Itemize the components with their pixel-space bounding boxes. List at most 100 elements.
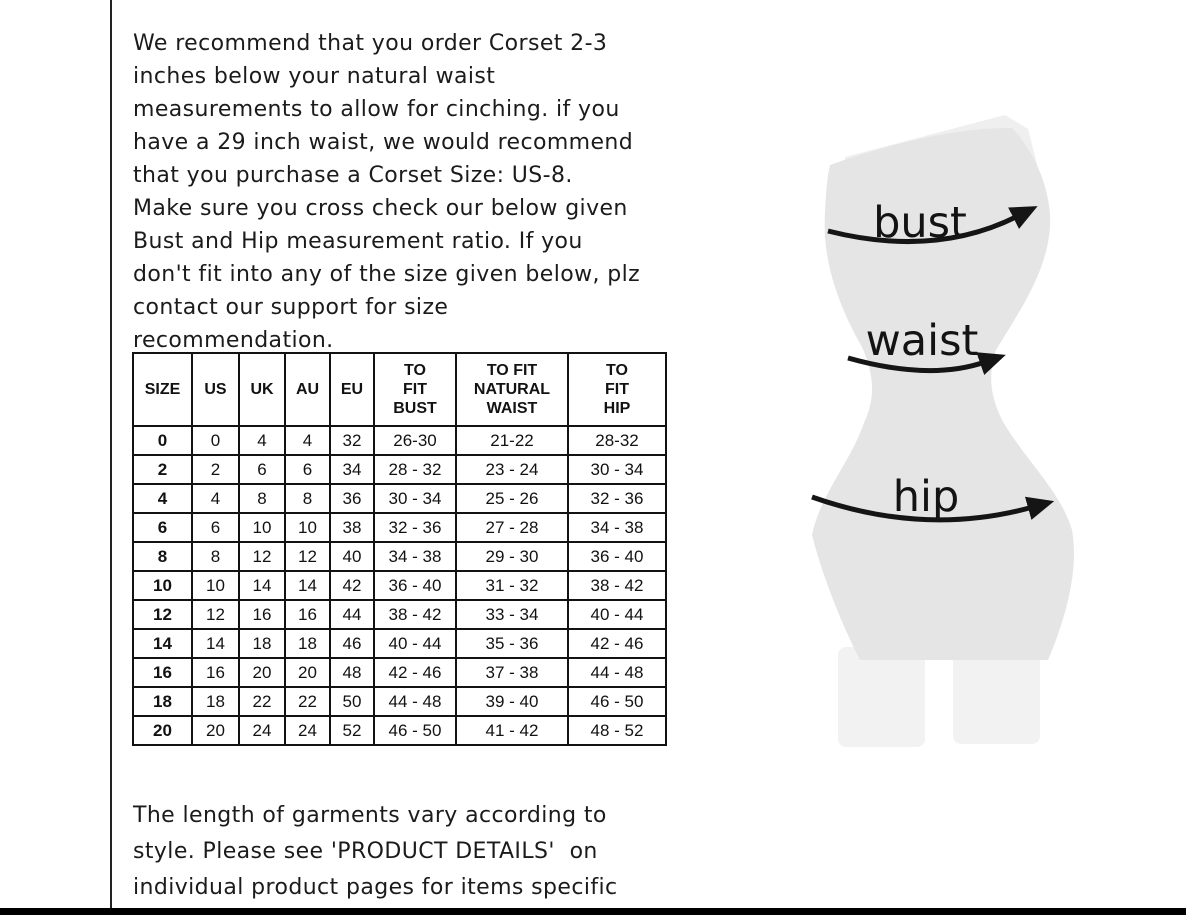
table-cell: 46 - 50 bbox=[567, 686, 667, 717]
header-cell: US bbox=[191, 352, 240, 427]
left-rule-line bbox=[110, 0, 112, 915]
table-cell: 12 bbox=[132, 599, 193, 630]
table-cell: 34 - 38 bbox=[567, 512, 667, 543]
table-cell: 18 bbox=[284, 628, 331, 659]
size-chart-table: SIZE US UK AU EU TO FIT BUST TO FIT NATURAL WA… bbox=[132, 352, 667, 746]
body-measurement-figure: bust waist hip bbox=[811, 115, 1074, 747]
table-cell: 26-30 bbox=[373, 425, 457, 456]
table-cell: 18 bbox=[132, 686, 193, 717]
table-cell: 28 - 32 bbox=[373, 454, 457, 485]
hip-arrow bbox=[811, 494, 1055, 523]
waist-label: waist bbox=[866, 316, 979, 366]
table-cell: 42 - 46 bbox=[373, 657, 457, 688]
table-row: 2 2 6 6 34 28 - 32 23 - 24 30 - 34 bbox=[132, 454, 667, 485]
table-cell: 6 bbox=[238, 454, 286, 485]
table-cell: 8 bbox=[284, 483, 331, 514]
table-cell: 8 bbox=[191, 541, 240, 572]
table-cell: 34 bbox=[329, 454, 375, 485]
table-cell: 2 bbox=[191, 454, 240, 485]
table-cell: 14 bbox=[284, 570, 331, 601]
table-cell: 24 bbox=[238, 715, 286, 746]
bust-arrow bbox=[827, 206, 1038, 245]
table-cell: 12 bbox=[284, 541, 331, 572]
table-cell: 0 bbox=[132, 425, 193, 456]
table-cell: 12 bbox=[191, 599, 240, 630]
table-cell: 16 bbox=[132, 657, 193, 688]
header-row: SIZE US UK AU EU TO FIT BUST TO FIT NATURAL WA… bbox=[132, 352, 667, 427]
table-cell: 6 bbox=[191, 512, 240, 543]
table-cell: 42 bbox=[329, 570, 375, 601]
table-cell: 33 - 34 bbox=[455, 599, 569, 630]
table-cell: 4 bbox=[191, 483, 240, 514]
table-cell: 44 - 48 bbox=[567, 657, 667, 688]
waist-arrow bbox=[847, 352, 1006, 375]
size-chart-header: SIZE US UK AU EU TO FIT BUST TO FIT NATURAL WA… bbox=[132, 352, 667, 427]
hip-label: hip bbox=[893, 472, 960, 522]
header-cell: SIZE bbox=[132, 352, 193, 427]
torso-silhouette bbox=[812, 127, 1074, 660]
table-cell: 4 bbox=[238, 425, 286, 456]
table-cell: 27 - 28 bbox=[455, 512, 569, 543]
table-row: 8 8 12 12 40 34 - 38 29 - 30 36 - 40 bbox=[132, 541, 667, 572]
size-chart-body: 0 0 4 4 32 26-30 21-22 28-32 2 2 6 6 34 28 - 32 23 - 2… bbox=[132, 425, 667, 746]
table-cell: 14 bbox=[132, 628, 193, 659]
table-cell: 42 - 46 bbox=[567, 628, 667, 659]
table-cell: 40 bbox=[329, 541, 375, 572]
table-cell: 32 - 36 bbox=[567, 483, 667, 514]
left-leg-shape bbox=[838, 647, 925, 747]
size-chart-container: SIZE US UK AU EU TO FIT BUST TO FIT NATURAL WA… bbox=[132, 352, 667, 746]
table-cell: 21-22 bbox=[455, 425, 569, 456]
header-cell: TO FIT NATURAL WAIST bbox=[455, 352, 569, 427]
header-cell: TO FIT BUST bbox=[373, 352, 457, 427]
table-cell: 10 bbox=[191, 570, 240, 601]
table-cell: 20 bbox=[284, 657, 331, 688]
table-cell: 10 bbox=[238, 512, 286, 543]
table-cell: 16 bbox=[191, 657, 240, 688]
header-cell: EU bbox=[329, 352, 375, 427]
table-cell: 32 bbox=[329, 425, 375, 456]
table-cell: 46 - 50 bbox=[373, 715, 457, 746]
table-row: 10 10 14 14 42 36 - 40 31 - 32 38 - 42 bbox=[132, 570, 667, 601]
table-cell: 23 - 24 bbox=[455, 454, 569, 485]
table-cell: 8 bbox=[238, 483, 286, 514]
table-cell: 6 bbox=[284, 454, 331, 485]
table-cell: 36 - 40 bbox=[567, 541, 667, 572]
table-cell: 52 bbox=[329, 715, 375, 746]
table-cell: 20 bbox=[238, 657, 286, 688]
table-cell: 41 - 42 bbox=[455, 715, 569, 746]
table-cell: 31 - 32 bbox=[455, 570, 569, 601]
table-cell: 18 bbox=[238, 628, 286, 659]
length-note-paragraph: The length of garments vary according to… bbox=[133, 803, 618, 915]
table-cell: 12 bbox=[238, 541, 286, 572]
table-row: 6 6 10 10 38 32 - 36 27 - 28 34 - 38 bbox=[132, 512, 667, 543]
table-cell: 16 bbox=[238, 599, 286, 630]
table-cell: 36 - 40 bbox=[373, 570, 457, 601]
table-cell: 50 bbox=[329, 686, 375, 717]
table-row: 20 20 24 24 52 46 - 50 41 - 42 48 - 52 bbox=[132, 715, 667, 746]
table-cell: 2 bbox=[132, 454, 193, 485]
table-cell: 39 - 40 bbox=[455, 686, 569, 717]
table-cell: 37 - 38 bbox=[455, 657, 569, 688]
table-cell: 46 bbox=[329, 628, 375, 659]
table-cell: 4 bbox=[284, 425, 331, 456]
table-cell: 44 - 48 bbox=[373, 686, 457, 717]
table-cell: 24 bbox=[284, 715, 331, 746]
header-cell: UK bbox=[238, 352, 286, 427]
table-cell: 44 bbox=[329, 599, 375, 630]
table-cell: 30 - 34 bbox=[567, 454, 667, 485]
intro-paragraph: We recommend that you order Corset 2-3 i… bbox=[133, 31, 641, 353]
table-cell: 48 - 52 bbox=[567, 715, 667, 746]
table-cell: 14 bbox=[238, 570, 286, 601]
table-cell: 20 bbox=[132, 715, 193, 746]
table-cell: 40 - 44 bbox=[373, 628, 457, 659]
table-cell: 36 bbox=[329, 483, 375, 514]
table-cell: 38 bbox=[329, 512, 375, 543]
table-cell: 34 - 38 bbox=[373, 541, 457, 572]
table-cell: 8 bbox=[132, 541, 193, 572]
table-row: 18 18 22 22 50 44 - 48 39 - 40 46 - 50 bbox=[132, 686, 667, 717]
table-cell: 48 bbox=[329, 657, 375, 688]
table-cell: 38 - 42 bbox=[373, 599, 457, 630]
bottom-border-bar bbox=[0, 908, 1186, 915]
table-row: 14 14 18 18 46 40 - 44 35 - 36 42 - 46 bbox=[132, 628, 667, 659]
